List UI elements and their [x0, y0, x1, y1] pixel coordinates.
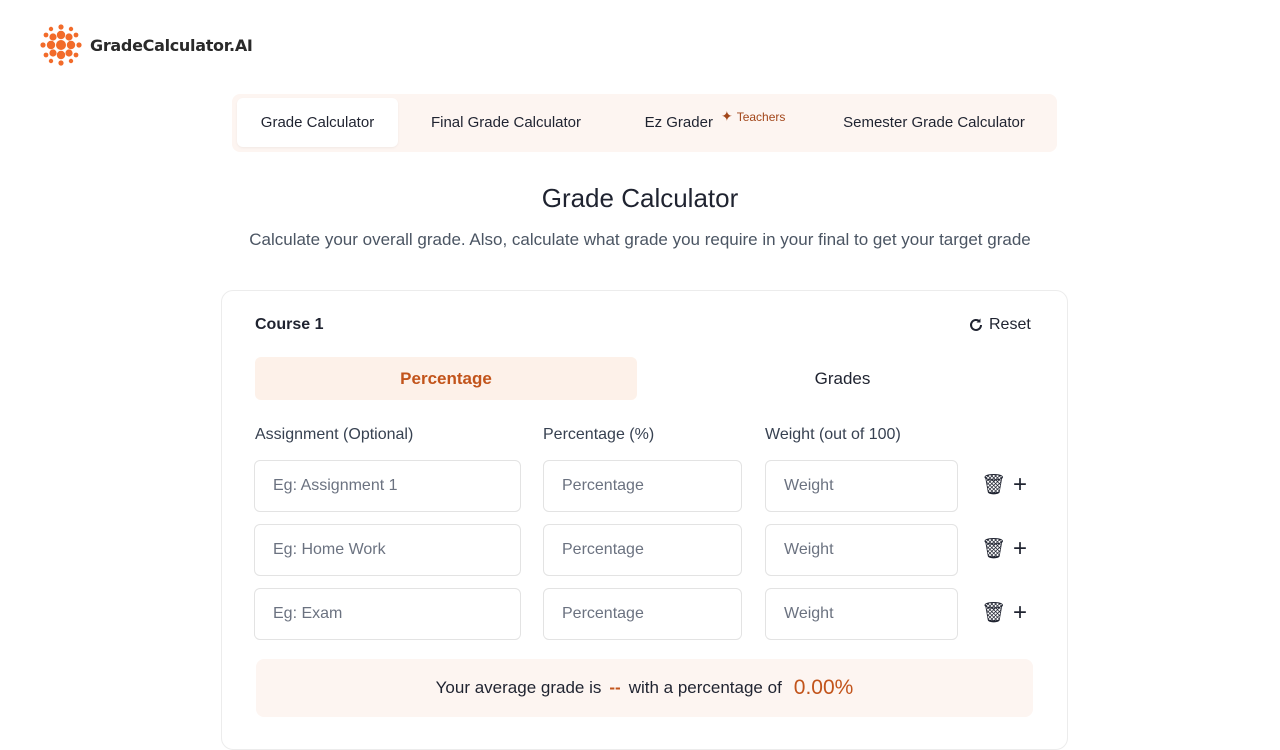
plus-icon[interactable]: + — [1013, 599, 1028, 626]
tab-label: Final Grade Calculator — [430, 114, 582, 131]
tab-grade-calculator[interactable]: Grade Calculator — [237, 98, 398, 147]
assignment-input[interactable] — [254, 588, 521, 640]
logo-text: GradeCalculator.AI — [90, 35, 253, 55]
tab-semester-grade-calculator[interactable]: Semester Grade Calculator — [824, 98, 1044, 147]
tab-label: Grade Calculator — [260, 114, 375, 131]
reset-button[interactable]: Reset — [968, 316, 1031, 334]
percentage-input[interactable] — [543, 460, 742, 512]
refresh-icon — [970, 318, 982, 331]
trash-icon[interactable]: 🗑︎ — [981, 474, 1007, 496]
average-grade-value: -- — [609, 678, 621, 697]
page-title: Grade Calculator — [541, 183, 739, 213]
percentage-value: 0.00% — [793, 676, 854, 699]
tab-label: Semester Grade Calculator — [843, 114, 1025, 131]
nav-tabs: Grade Calculator Final Grade Calculator … — [232, 94, 1057, 152]
trash-icon[interactable]: 🗑︎ — [981, 538, 1007, 560]
trash-icon[interactable]: 🗑︎ — [981, 602, 1007, 624]
weight-input[interactable] — [765, 524, 958, 576]
tab-ez-grader[interactable]: Ez Grader ✦ Teachers — [620, 98, 810, 147]
weight-input[interactable] — [765, 460, 958, 512]
plus-icon[interactable]: + — [1013, 535, 1028, 562]
course-name: Course 1 — [255, 316, 324, 333]
weight-input[interactable] — [765, 588, 958, 640]
mode-percentage-button[interactable]: Percentage — [255, 357, 637, 400]
reset-label: Reset — [989, 316, 1031, 333]
logo[interactable]: GradeCalculator.AI — [38, 22, 253, 68]
assignment-column-label: Assignment (Optional) — [255, 426, 414, 443]
percentage-input[interactable] — [543, 588, 742, 640]
teachers-badge: Teachers — [736, 109, 786, 124]
percentage-column-label: Percentage (%) — [543, 426, 655, 443]
result-prefix: Your average grade is — [435, 678, 602, 697]
result-bar: Your average grade is -- with a percenta… — [256, 659, 1033, 717]
mode-grades-button[interactable]: Grades — [814, 368, 871, 388]
plus-icon[interactable]: + — [1013, 471, 1028, 498]
logo-icon — [40, 24, 82, 66]
weight-column-label: Weight (out of 100) — [765, 426, 901, 443]
tab-label: Ez Grader — [644, 114, 713, 131]
tab-final-grade-calculator[interactable]: Final Grade Calculator — [408, 98, 604, 147]
result-middle: with a percentage of — [628, 678, 782, 697]
assignment-input[interactable] — [254, 524, 521, 576]
sparkle-icon: ✦ — [720, 108, 733, 124]
assignment-input[interactable] — [254, 460, 521, 512]
page-subtitle: Calculate your overall grade. Also, calc… — [249, 230, 1031, 249]
percentage-input[interactable] — [543, 524, 742, 576]
